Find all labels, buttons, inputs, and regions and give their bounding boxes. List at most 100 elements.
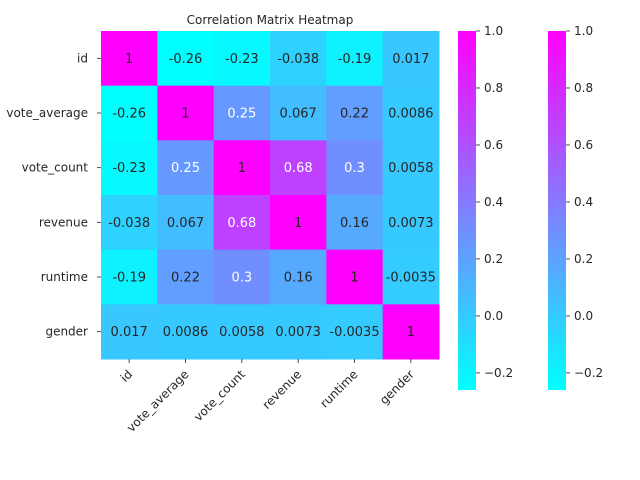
colorbars: 1.0 0.8 0.6 0.4 0.2 0.0 −0.2 1.0 0.8 0.6 0.4 0.2 0.0…	[458, 24, 603, 390]
cell-value-label: 0.3	[344, 161, 365, 176]
cell-value-label: 0.25	[227, 107, 256, 122]
cell-value-label: 1	[407, 325, 415, 340]
y-tick-label: id	[77, 51, 88, 65]
heatmap-cell	[326, 140, 384, 196]
heatmap-cell	[326, 249, 384, 305]
heatmap-cell	[157, 140, 215, 196]
colorbar	[458, 31, 476, 390]
colorbar-tick-label: −0.2	[484, 366, 513, 380]
cell-value-label: 0.0086	[163, 325, 209, 340]
cell-value-label: -0.19	[112, 271, 146, 286]
cell-value-label: 0.0058	[388, 161, 434, 176]
heatmap-cell	[382, 140, 440, 196]
heatmap-cell	[101, 249, 158, 305]
heatmap-cell	[382, 195, 440, 251]
heatmap-cell	[101, 195, 158, 251]
colorbar-tick-label: 0.0	[574, 309, 593, 323]
heatmap-cell	[326, 304, 384, 360]
cell-value-label: 0.0073	[388, 216, 434, 231]
colorbar-tick-label: 0.8	[484, 81, 503, 95]
cell-value-label: 0.25	[171, 161, 200, 176]
cell-value-label: -0.038	[277, 52, 319, 67]
y-tick-label: vote_average	[6, 106, 88, 120]
cell-value-label: -0.26	[169, 52, 203, 67]
heatmap-cell	[326, 31, 384, 87]
x-tick-label: vote_count	[191, 367, 248, 424]
cell-value-label: 1	[294, 216, 302, 231]
cell-value-label: 0.067	[167, 216, 204, 231]
heatmap-cell	[213, 31, 271, 87]
cell-value-label: 0.017	[392, 52, 429, 67]
cell-value-label: -0.23	[225, 52, 259, 67]
heatmap-cell	[157, 31, 215, 87]
colorbar-tick-label: −0.2	[574, 366, 603, 380]
cell-value-label: 0.0086	[388, 107, 434, 122]
heatmap-cell	[101, 140, 158, 196]
cell-value-label: -0.26	[112, 107, 146, 122]
heatmap-cell	[270, 31, 327, 87]
cell-value-label: 0.22	[171, 271, 200, 286]
colorbar-tick-label: 1.0	[484, 24, 503, 38]
colorbar-tick-label: 0.4	[574, 195, 593, 209]
heatmap-cell	[326, 85, 384, 141]
cell-value-label: -0.0035	[386, 271, 436, 286]
colorbar-tick-label: 0.0	[484, 309, 503, 323]
colorbar-tick-label: 0.2	[484, 252, 503, 266]
heatmap-cell	[326, 195, 384, 251]
y-tick-label: vote_count	[22, 161, 89, 175]
cell-value-label: 1	[350, 271, 358, 286]
heatmap-cell	[157, 249, 215, 305]
x-tick-label: id	[118, 367, 136, 385]
heatmap-cell	[382, 304, 440, 360]
colorbar-tick-label: 0.8	[574, 81, 593, 95]
colorbar-tick-label: 0.4	[484, 195, 503, 209]
colorbar-tick-label: 0.6	[484, 138, 503, 152]
chart-title: Correlation Matrix Heatmap	[187, 13, 354, 27]
heatmap-cell	[270, 140, 327, 196]
heatmap-cell	[101, 31, 158, 87]
heatmap-cells: 1 -0.26 -0.23 -0.038 -0.19 0.017 -0.26 1 0.25 0.0…	[101, 31, 440, 360]
cell-value-label: 0.3	[231, 271, 252, 286]
heatmap-cell	[270, 195, 327, 251]
heatmap-cell	[101, 85, 158, 141]
y-tick-label: runtime	[41, 270, 88, 284]
heatmap-cell	[382, 249, 440, 305]
cell-value-label: 0.16	[284, 271, 313, 286]
cell-value-label: 0.0058	[219, 325, 265, 340]
cell-value-label: 1	[125, 52, 133, 67]
cell-value-label: -0.038	[108, 216, 150, 231]
cell-value-label: -0.23	[112, 161, 146, 176]
colorbar	[548, 31, 566, 390]
heatmap-cell	[213, 304, 271, 360]
cell-value-label: 0.68	[284, 161, 313, 176]
heatmap-cell	[213, 140, 271, 196]
heatmap-cell	[382, 31, 440, 87]
x-tick-label: revenue	[260, 367, 305, 412]
heatmap-cell	[270, 85, 327, 141]
cell-value-label: -0.19	[338, 52, 372, 67]
heatmap-cell	[157, 85, 215, 141]
cell-value-label: 1	[238, 161, 246, 176]
heatmap-cell	[157, 304, 215, 360]
y-tick-label: gender	[45, 325, 88, 339]
heatmap-cell	[157, 195, 215, 251]
cell-value-label: 0.017	[111, 325, 148, 340]
colorbar-tick-label: 1.0	[574, 24, 593, 38]
heatmap-cell	[213, 195, 271, 251]
cell-value-label: -0.0035	[329, 325, 379, 340]
colorbar-tick-label: 0.2	[574, 252, 593, 266]
cell-value-label: 0.067	[280, 107, 317, 122]
cell-value-label: 0.22	[340, 107, 369, 122]
cell-value-label: 0.16	[340, 216, 369, 231]
cell-value-label: 0.0073	[275, 325, 321, 340]
y-tick-label: revenue	[39, 215, 88, 229]
cell-value-label: 1	[181, 107, 189, 122]
heatmap-cell	[270, 304, 327, 360]
colorbar-tick-label: 0.6	[574, 138, 593, 152]
heatmap-cell	[382, 85, 440, 141]
cell-value-label: 0.68	[227, 216, 256, 231]
heatmap-cell	[101, 304, 158, 360]
